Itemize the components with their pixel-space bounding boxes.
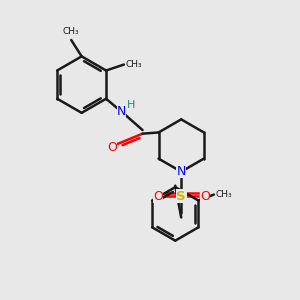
Text: N: N xyxy=(176,165,186,178)
Text: O: O xyxy=(153,190,163,202)
Text: O: O xyxy=(200,190,210,202)
Text: CH₃: CH₃ xyxy=(125,60,142,69)
Text: CH₃: CH₃ xyxy=(216,190,232,199)
Text: N: N xyxy=(117,105,127,118)
Text: H: H xyxy=(127,100,136,110)
Text: CH₃: CH₃ xyxy=(63,28,80,37)
Text: O: O xyxy=(107,140,117,154)
Text: S: S xyxy=(176,190,186,202)
